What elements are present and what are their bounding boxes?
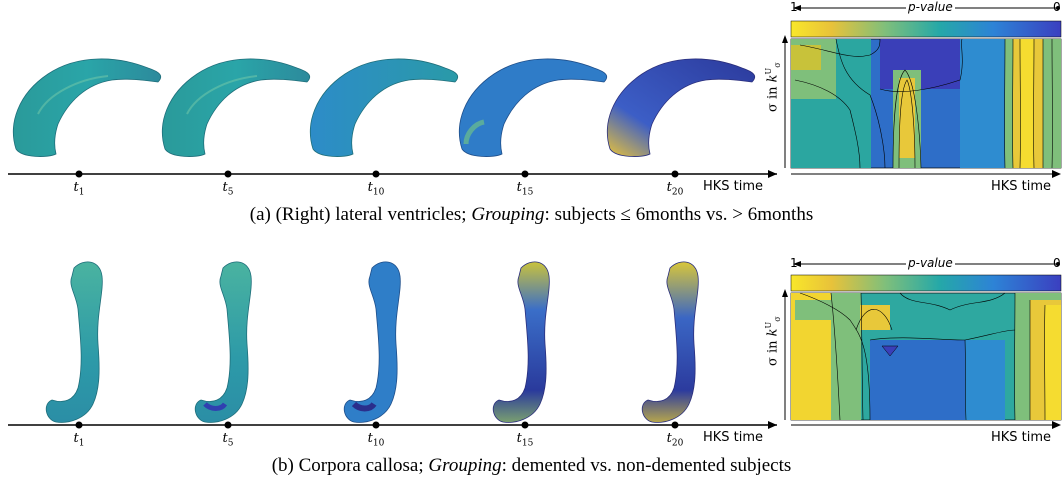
timepoint-marker xyxy=(372,421,380,429)
callosum-shape-t5 xyxy=(194,261,252,423)
timepoint-marker xyxy=(75,170,83,178)
ventricle-shape-t10 xyxy=(309,58,459,157)
time-label-t20: t20 xyxy=(666,431,684,449)
panel-b-heatmap xyxy=(782,261,1062,429)
ventricle-shape-t5 xyxy=(161,58,311,157)
hks-time-axis-label: HKS time xyxy=(703,430,764,445)
hks-time-axis-label: HKS time xyxy=(703,179,764,194)
time-label-t5: t5 xyxy=(222,180,234,198)
pvalue-min-label: 0 xyxy=(1053,256,1061,270)
timepoint-marker xyxy=(671,421,679,429)
sigma-axis-label: σ in kUσ xyxy=(764,62,782,112)
pvalue-min-label: 0 xyxy=(1053,0,1061,14)
pvalue-label: p-value xyxy=(906,0,955,14)
timepoint-marker xyxy=(521,421,529,429)
ventricle-shape-t1 xyxy=(12,58,162,157)
time-label-t15: t15 xyxy=(516,431,534,449)
timepoint-marker xyxy=(75,421,83,429)
pvalue-max-label: 1 xyxy=(790,256,798,270)
panel-a-caption: (a) (Right) lateral ventricles; Grouping… xyxy=(249,204,814,225)
timepoint-marker xyxy=(671,170,679,178)
pvalue-label: p-value xyxy=(906,256,955,270)
timepoint-marker xyxy=(372,170,380,178)
timepoint-marker xyxy=(521,170,529,178)
callosum-shape-t20 xyxy=(641,261,699,423)
time-label-t15: t15 xyxy=(516,180,534,198)
time-label-t10: t10 xyxy=(367,431,385,449)
sigma-axis-label: σ in kUσ xyxy=(764,316,782,366)
heatmap-x-axis-label: HKS time xyxy=(991,430,1052,445)
panel-b-caption: (b) Corpora callosa; Grouping: demented … xyxy=(271,455,792,476)
pvalue-colorbar xyxy=(790,274,1062,292)
panel-b-shapes xyxy=(45,261,699,423)
panel-a-shapes xyxy=(12,58,756,157)
pvalue-colorbar xyxy=(790,20,1062,38)
panel-b-timeline xyxy=(8,421,777,429)
callosum-shape-t1 xyxy=(45,261,103,423)
panel-a-timeline xyxy=(8,170,777,178)
time-label-t1: t1 xyxy=(73,431,85,449)
time-label-t20: t20 xyxy=(666,180,684,198)
callosum-shape-t15 xyxy=(492,261,550,423)
timepoint-marker xyxy=(224,421,232,429)
pvalue-max-label: 1 xyxy=(790,0,798,14)
time-label-t5: t5 xyxy=(222,431,234,449)
ventricle-shape-t20 xyxy=(606,58,756,157)
timepoint-marker xyxy=(224,170,232,178)
time-label-t1: t1 xyxy=(73,180,85,198)
ventricle-shape-t15 xyxy=(458,58,608,157)
heatmap-x-axis-label: HKS time xyxy=(991,179,1052,194)
panel-a-heatmap xyxy=(782,5,1062,178)
time-label-t10: t10 xyxy=(367,180,385,198)
callosum-shape-t10 xyxy=(343,261,401,423)
